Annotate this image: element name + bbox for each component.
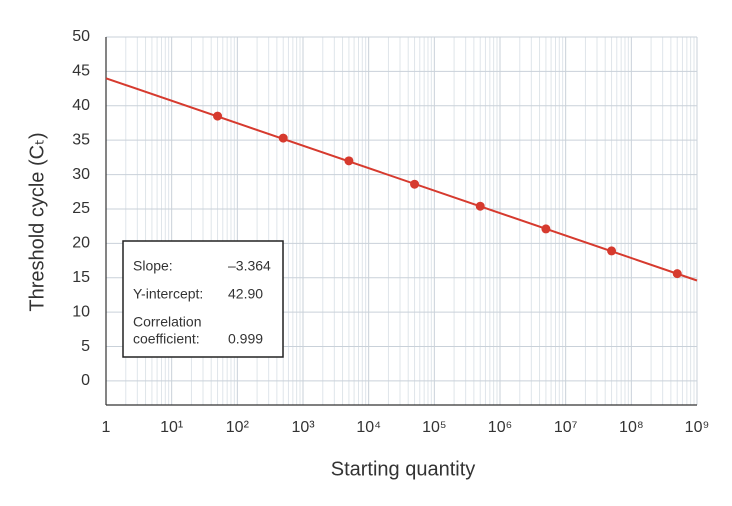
annotation-label: coefficient:: [133, 331, 200, 347]
fit-line: [105, 77, 698, 282]
y-axis-title: Threshold cycle (Cₜ): [26, 132, 48, 311]
data-point: [607, 246, 617, 256]
y-tick-label: 45: [72, 63, 90, 80]
data-point: [672, 269, 682, 279]
annotation-label: Correlation: [133, 314, 201, 330]
data-point: [541, 224, 551, 234]
annotation-value: 42.90: [228, 286, 263, 302]
y-tick-label: 0: [81, 372, 90, 389]
annotation-value: –3.364: [228, 258, 271, 274]
annotation-label: Y-intercept:: [133, 286, 203, 302]
x-axis-title: Starting quantity: [331, 458, 476, 480]
data-point: [344, 156, 354, 166]
annotation-label: Slope:: [133, 258, 173, 274]
data-point: [213, 111, 223, 121]
annotation-value: 0.999: [228, 331, 263, 347]
x-tick-label: 10⁹: [685, 419, 710, 436]
data-point: [475, 201, 485, 211]
x-tick-label: 10⁶: [488, 419, 512, 436]
y-tick-label: 5: [81, 338, 90, 355]
y-tick-label: 50: [72, 28, 90, 45]
x-tick-label: 10⁷: [554, 419, 578, 436]
x-tick-label: 10⁵: [422, 419, 446, 436]
y-tick-label: 35: [72, 131, 90, 148]
y-tick-label: 10: [72, 303, 90, 320]
annotation-box: [122, 240, 284, 358]
y-tick-label: 15: [72, 269, 90, 286]
x-tick-label: 10¹: [160, 419, 183, 436]
y-tick-label: 25: [72, 200, 90, 217]
x-tick-label: 10⁴: [356, 419, 381, 436]
y-tick-label: 20: [72, 235, 90, 252]
y-tick-label: 40: [72, 97, 90, 114]
data-point: [410, 179, 420, 189]
x-tick-label: 10³: [291, 419, 315, 436]
data-point: [278, 133, 288, 143]
y-tick-label: 30: [72, 166, 90, 183]
x-tick-label: 10⁸: [619, 419, 644, 436]
x-tick-label: 10²: [226, 419, 250, 436]
x-tick-label: 1: [102, 419, 111, 436]
